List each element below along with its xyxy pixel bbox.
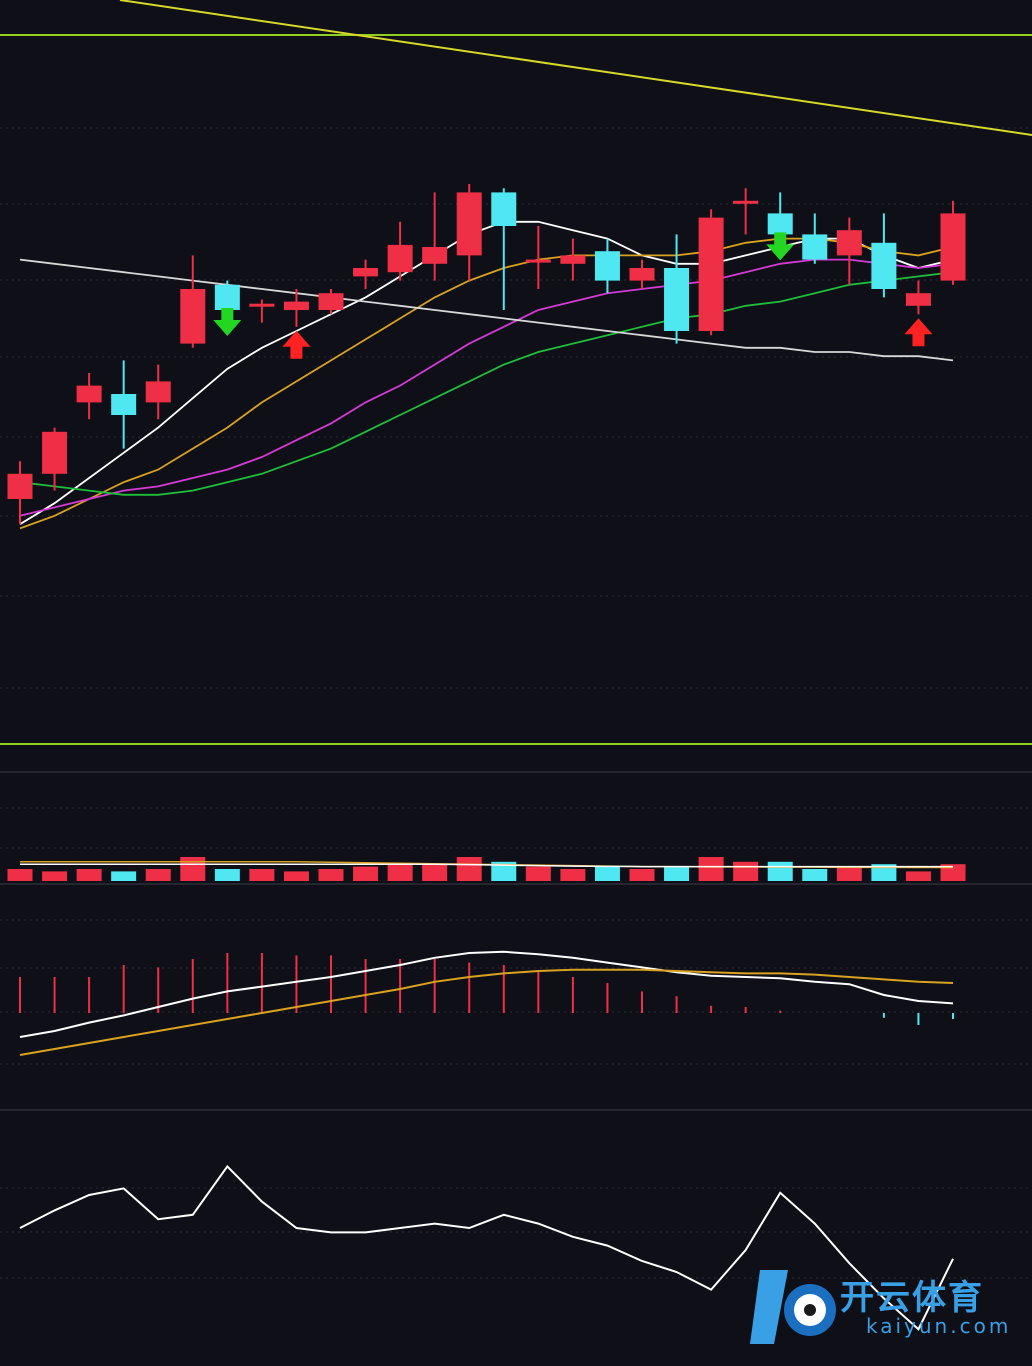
candle-body bbox=[111, 394, 137, 415]
candle-body bbox=[214, 284, 240, 310]
candle-body bbox=[145, 381, 171, 403]
volume-bar bbox=[111, 871, 137, 881]
volume-bar bbox=[249, 869, 275, 881]
dea-line bbox=[19, 968, 954, 1056]
candle-body bbox=[525, 259, 551, 263]
ma60-line bbox=[19, 258, 954, 362]
ma30-line bbox=[19, 271, 954, 496]
candle-body bbox=[422, 247, 448, 264]
logo-icon bbox=[750, 1270, 836, 1344]
candle-body bbox=[42, 431, 68, 474]
volume-bar bbox=[422, 864, 448, 881]
volume-bar bbox=[871, 864, 897, 881]
candle-body bbox=[802, 234, 828, 260]
candle-body bbox=[767, 213, 793, 235]
buy-arrow-icon bbox=[282, 330, 311, 359]
volume-bar bbox=[76, 869, 102, 881]
ma5-line bbox=[19, 220, 954, 525]
volume-bar bbox=[560, 869, 586, 881]
candle-body bbox=[387, 244, 413, 273]
candle-body bbox=[249, 303, 275, 307]
volume-bar bbox=[214, 869, 240, 881]
volume-bar bbox=[7, 869, 33, 881]
candle-body bbox=[7, 473, 33, 499]
volume-bar bbox=[733, 861, 759, 881]
volume-bar bbox=[767, 861, 793, 881]
candle-body bbox=[456, 192, 482, 256]
candle-body bbox=[698, 217, 724, 331]
grid-lines bbox=[0, 127, 1032, 1279]
candle-body bbox=[318, 293, 344, 310]
volume-bar bbox=[802, 869, 828, 881]
candle-body bbox=[871, 242, 897, 289]
watermark-cn: 开云体育 bbox=[840, 1278, 984, 1318]
buy-arrow-icon bbox=[904, 318, 933, 347]
osc-line bbox=[19, 1164, 954, 1331]
candle-body bbox=[353, 268, 379, 277]
ma10-line bbox=[19, 237, 954, 530]
volume-bar bbox=[940, 864, 966, 881]
indicator-panel bbox=[19, 1164, 954, 1331]
volume-bar bbox=[525, 866, 551, 881]
volume-bar bbox=[353, 866, 379, 881]
sell-arrow-icon bbox=[766, 232, 795, 261]
candle-body bbox=[836, 230, 862, 256]
candle-body bbox=[905, 293, 931, 306]
candle-body bbox=[180, 289, 206, 344]
volume-bar bbox=[145, 869, 171, 881]
volume-bar bbox=[698, 857, 724, 881]
volume-bar bbox=[836, 866, 862, 881]
volume-bar bbox=[594, 866, 620, 881]
volume-bar bbox=[180, 857, 206, 881]
candle-body bbox=[940, 213, 966, 281]
candle-body bbox=[629, 268, 655, 281]
candle-body bbox=[733, 200, 759, 204]
candle-body bbox=[76, 385, 102, 403]
volume-bar bbox=[664, 866, 690, 881]
candle-body bbox=[664, 268, 690, 331]
volume-bar bbox=[491, 861, 517, 881]
candle-body bbox=[491, 192, 517, 226]
sell-arrow-icon bbox=[213, 308, 242, 336]
volume-panel bbox=[7, 857, 966, 881]
candle-body bbox=[594, 251, 620, 281]
volume-bar bbox=[42, 871, 68, 881]
price-panel bbox=[7, 184, 966, 530]
volume-bar bbox=[283, 871, 309, 881]
watermark: 开云体育 kaiyun.com bbox=[748, 1262, 1028, 1352]
volume-bar bbox=[629, 869, 655, 881]
candle-body bbox=[283, 301, 309, 310]
ma20-line bbox=[19, 258, 954, 517]
volume-bar bbox=[456, 857, 482, 881]
dif-line bbox=[19, 950, 954, 1038]
trend-line bbox=[119, 0, 1032, 136]
candle-body bbox=[560, 255, 586, 264]
watermark-en: kaiyun.com bbox=[866, 1314, 1012, 1338]
volume-bar bbox=[318, 869, 344, 881]
vol_ma10-line bbox=[20, 863, 953, 868]
macd-panel bbox=[19, 950, 954, 1056]
volume-bar bbox=[905, 871, 931, 881]
volume-bar bbox=[387, 864, 413, 881]
